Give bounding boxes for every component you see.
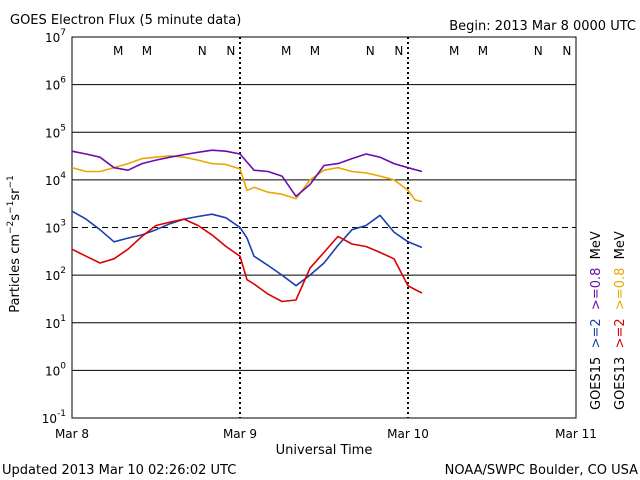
marker-n: N xyxy=(534,44,543,58)
legend-text: GOES13 >=2 >=0.8 MeV xyxy=(613,231,628,410)
y-tick-label: 103 xyxy=(45,219,66,236)
x-tick-labels: Mar 8 Mar 9 Mar 10 Mar 11 xyxy=(55,427,597,441)
legend-text: GOES15 >=2 >=0.8 MeV xyxy=(589,231,604,410)
marker-m: M xyxy=(142,44,152,58)
y-tick-labels: 107 106 105 104 103 102 101 100 10-1 xyxy=(42,28,67,426)
marker-m: M xyxy=(281,44,291,58)
legend-row: GOES13 >=2 >=0.8 MeV xyxy=(613,231,628,410)
series-line-goes13-0-8-mev xyxy=(71,155,423,203)
series-line-goes13-2-mev xyxy=(71,218,423,303)
y-tick-label: 10-1 xyxy=(42,409,66,426)
svg-text:Particles cm−2s−1sr−1: Particles cm−2s−1sr−1 xyxy=(6,175,23,313)
chart-title: GOES Electron Flux (5 minute data) xyxy=(10,13,241,28)
updated-timestamp: Updated 2013 Mar 10 02:26:02 UTC xyxy=(2,463,236,478)
y-tick-label: 104 xyxy=(45,171,66,188)
begin-label: Begin: 2013 Mar 8 0000 UTC xyxy=(449,19,636,34)
y-axis-label: Particles cm−2s−1sr−1 xyxy=(6,175,23,313)
y-tick-label: 100 xyxy=(45,361,66,378)
marker-n: N xyxy=(198,44,207,58)
marker-m: M xyxy=(478,44,488,58)
y-tick-label: 107 xyxy=(45,28,66,45)
series-line-goes15-2-mev xyxy=(71,210,423,287)
marker-n: N xyxy=(394,44,403,58)
x-tick-label: Mar 10 xyxy=(387,427,429,441)
data-series xyxy=(71,149,423,303)
y-tick-label: 106 xyxy=(45,76,66,93)
series-line-goes15-0-8-mev xyxy=(71,149,423,198)
legend: GOES15 >=2 >=0.8 MeV GOES13 >=2 >=0.8 MeV xyxy=(589,231,628,410)
x-axis-label: Universal Time xyxy=(276,443,373,458)
x-tick-label: Mar 9 xyxy=(223,427,257,441)
y-tick-label: 105 xyxy=(45,123,66,140)
x-tick-label: Mar 8 xyxy=(55,427,89,441)
marker-n: N xyxy=(366,44,375,58)
marker-n: N xyxy=(562,44,571,58)
marker-m: M xyxy=(449,44,459,58)
legend-row: GOES15 >=2 >=0.8 MeV xyxy=(589,231,604,410)
marker-n: N xyxy=(226,44,235,58)
marker-m: M xyxy=(310,44,320,58)
x-tick-label: Mar 11 xyxy=(555,427,597,441)
y-tick-label: 101 xyxy=(45,314,66,331)
y-axis-label-text: Particles cm xyxy=(8,234,23,313)
grid-lines xyxy=(72,84,576,371)
y-tick-label: 102 xyxy=(45,266,66,283)
marker-m: M xyxy=(113,44,123,58)
data-source: NOAA/SWPC Boulder, CO USA xyxy=(445,463,638,478)
